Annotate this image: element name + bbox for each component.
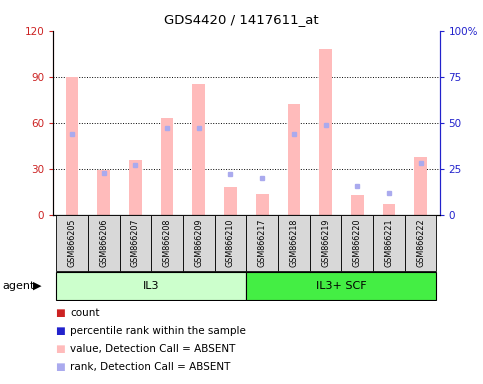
Text: agent: agent: [2, 281, 35, 291]
Bar: [57, 215, 88, 271]
Bar: [383, 204, 395, 215]
Bar: [287, 104, 300, 215]
Bar: [88, 215, 120, 271]
Bar: [161, 118, 173, 215]
Bar: [214, 215, 246, 271]
Text: rank, Detection Call = ABSENT: rank, Detection Call = ABSENT: [70, 362, 230, 372]
Text: GSM866209: GSM866209: [194, 218, 203, 267]
Text: GSM866220: GSM866220: [353, 218, 362, 267]
Bar: [373, 215, 405, 271]
Text: value, Detection Call = ABSENT: value, Detection Call = ABSENT: [70, 344, 235, 354]
Bar: [129, 160, 142, 215]
Text: percentile rank within the sample: percentile rank within the sample: [70, 326, 246, 336]
Text: GSM866219: GSM866219: [321, 218, 330, 267]
Bar: [405, 215, 436, 271]
Text: IL3+ SCF: IL3+ SCF: [316, 281, 367, 291]
Bar: [414, 157, 427, 215]
Text: GSM866207: GSM866207: [131, 218, 140, 267]
Bar: [224, 187, 237, 215]
Text: GSM866210: GSM866210: [226, 219, 235, 267]
Bar: [66, 77, 78, 215]
Bar: [341, 215, 373, 271]
Text: GSM866205: GSM866205: [68, 218, 77, 267]
Bar: [193, 84, 205, 215]
Bar: [351, 195, 364, 215]
Text: GSM866217: GSM866217: [257, 218, 267, 267]
Bar: [310, 215, 341, 271]
Text: ■: ■: [56, 308, 65, 318]
Bar: [246, 272, 436, 300]
Text: GSM866208: GSM866208: [163, 219, 171, 267]
Bar: [98, 170, 110, 215]
Text: GSM866218: GSM866218: [289, 219, 298, 267]
Bar: [151, 215, 183, 271]
Bar: [256, 194, 269, 215]
Text: ■: ■: [56, 362, 65, 372]
Bar: [120, 215, 151, 271]
Text: ■: ■: [56, 326, 65, 336]
Bar: [278, 215, 310, 271]
Text: GDS4420 / 1417611_at: GDS4420 / 1417611_at: [164, 13, 319, 26]
Bar: [246, 215, 278, 271]
Bar: [183, 215, 214, 271]
Bar: [57, 272, 246, 300]
Text: GSM866222: GSM866222: [416, 218, 425, 267]
Text: GSM866221: GSM866221: [384, 218, 393, 267]
Text: GSM866206: GSM866206: [99, 219, 108, 267]
Text: ■: ■: [56, 344, 65, 354]
Text: count: count: [70, 308, 99, 318]
Text: ▶: ▶: [33, 281, 42, 291]
Bar: [319, 49, 332, 215]
Text: IL3: IL3: [143, 281, 159, 291]
